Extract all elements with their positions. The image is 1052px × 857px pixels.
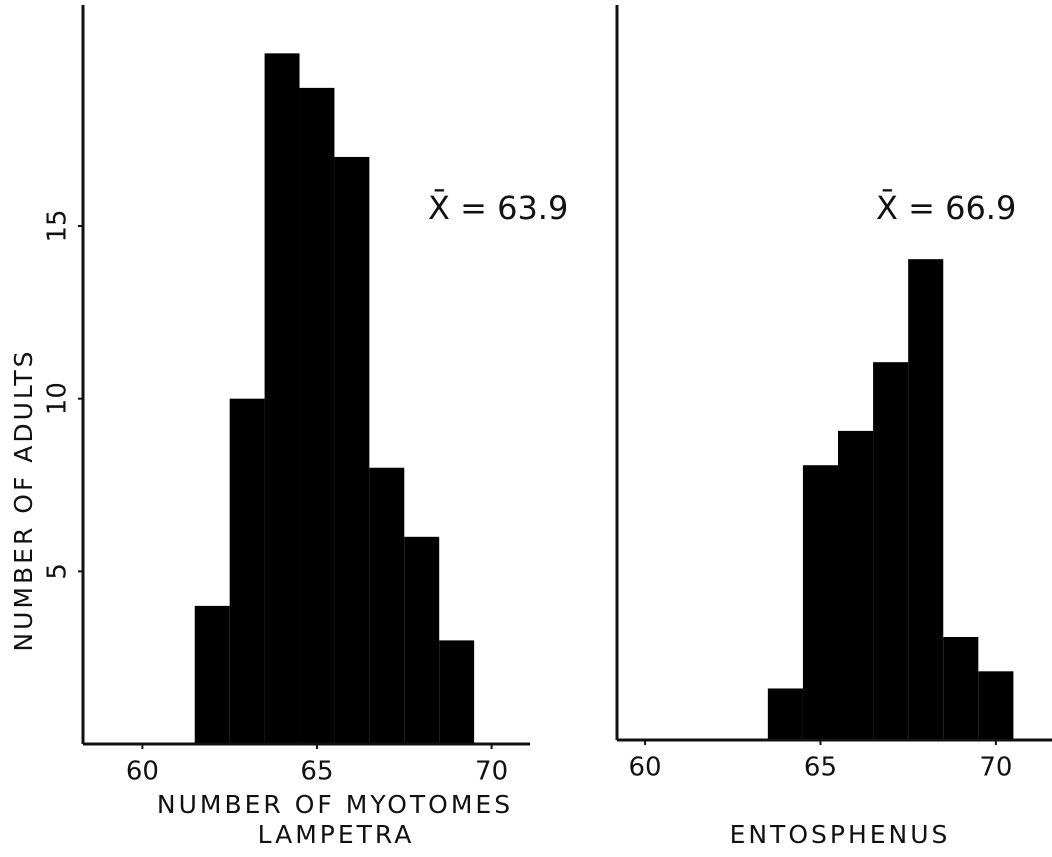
mean-annotation: X̄ = 63.9: [428, 188, 568, 227]
x-tick-label: 65: [804, 753, 837, 783]
x-tick-label: 65: [300, 757, 333, 787]
bar: [229, 398, 265, 744]
bar: [802, 465, 839, 740]
bar: [908, 259, 944, 740]
bar: [439, 640, 475, 744]
bar: [299, 87, 335, 745]
bar: [404, 536, 440, 744]
bar: [334, 156, 370, 745]
x-axis-label: NUMBER OF MYOTOMES: [157, 790, 513, 819]
bar: [873, 362, 909, 740]
x-tick-label: 60: [126, 757, 159, 787]
y-tick-label: 5: [43, 563, 73, 580]
y-tick-label: 10: [43, 382, 73, 415]
bar: [369, 467, 405, 744]
x-tick-label: 60: [629, 753, 662, 783]
bar: [767, 688, 803, 740]
bar: [838, 430, 874, 740]
bar: [264, 53, 300, 744]
y-tick-label: 15: [43, 209, 73, 242]
panel-label: LAMPETRA: [258, 820, 415, 849]
bar: [194, 605, 230, 744]
x-tick-label: 70: [475, 757, 508, 787]
y-axis-label: NUMBER OF ADULTS: [9, 348, 38, 651]
mean-annotation: X̄ = 66.9: [876, 188, 1016, 227]
panel-label: ENTOSPHENUS: [730, 820, 951, 849]
bar: [978, 671, 1014, 740]
bar: [943, 636, 979, 740]
x-tick-label: 70: [979, 753, 1012, 783]
